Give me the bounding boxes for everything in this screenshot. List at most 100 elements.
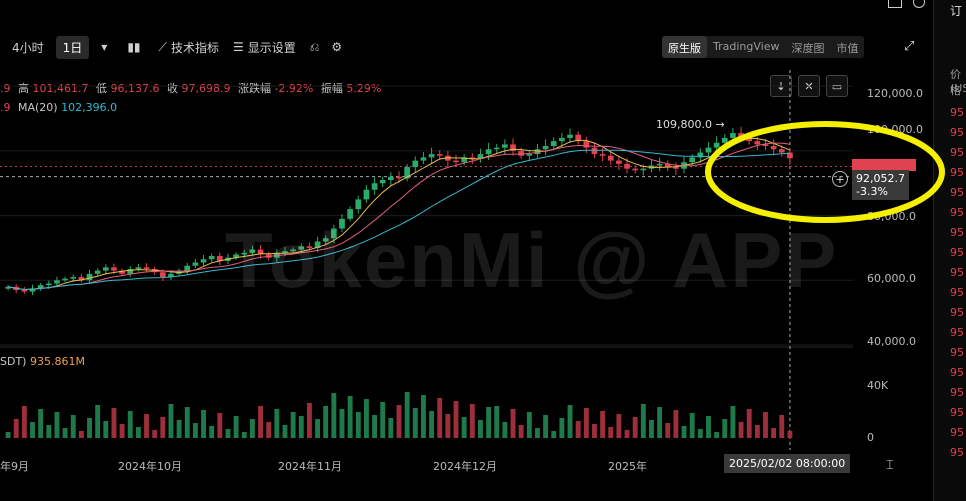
vol-tick: 0 (867, 431, 874, 444)
interval-4h[interactable]: 4小时 (12, 40, 44, 55)
toolbar: 4小时 1日 ▾ ▮▮ ⟋ 技术指标 ☰ 显示设置 ⎌ ⚙ (0, 30, 933, 64)
volume-bar (404, 392, 410, 438)
fullscreen-icon[interactable]: ⤢ (904, 39, 915, 54)
volume-bar (502, 422, 508, 438)
volume-bar (624, 430, 630, 438)
orderbook-price: 95 (950, 366, 964, 379)
indicators-button[interactable]: ⟋ 技术指标 (158, 39, 219, 55)
candle-body (135, 267, 142, 269)
candle-body (436, 154, 443, 156)
candle-body (339, 218, 345, 229)
candle-body (168, 273, 174, 278)
y-tick: 120,000.0 (867, 87, 923, 100)
orderbook-price: 95 (950, 206, 964, 219)
orderbook-price: 95 (950, 446, 964, 459)
volume-bar (5, 432, 11, 438)
candle-body (86, 273, 93, 281)
panel-tab[interactable]: 订 (950, 4, 963, 18)
gear-icon[interactable]: ⚙ (331, 40, 343, 54)
candle-body (567, 134, 573, 138)
candle-body (347, 209, 353, 219)
orderbook-price: 95 (950, 146, 964, 159)
volume-bar (258, 406, 263, 438)
candlestick-chart[interactable] (0, 70, 853, 450)
y-tick: 80,000.0 (867, 210, 916, 223)
volume-bar (274, 409, 280, 438)
candle-body (640, 168, 647, 171)
candle-body (412, 160, 419, 168)
chevron-down-icon[interactable]: ▾ (101, 40, 108, 54)
volume-bar (665, 423, 671, 438)
volume-bar (339, 409, 345, 438)
candle-body (599, 154, 606, 156)
volume-bar (738, 422, 744, 438)
volume-bar (559, 418, 565, 438)
candle-body (94, 270, 101, 274)
window-button-icon[interactable] (888, 0, 902, 8)
volume-bar (746, 409, 752, 438)
crosshair-add-icon[interactable]: + (832, 171, 848, 187)
orderbook-price: 95 (950, 246, 964, 259)
volume-bar (632, 417, 638, 438)
volume-bar (347, 396, 353, 438)
window-button-icon-2[interactable] (913, 0, 925, 8)
volume-bar (722, 419, 728, 438)
volume-bar (233, 416, 239, 438)
view-switch: 原生版 TradingView 深度图 市值 (662, 36, 865, 58)
candle-body (673, 167, 679, 169)
watermark: TokenMi @ APP (225, 216, 839, 304)
volume-bar (282, 425, 288, 438)
volume-bar (127, 411, 133, 438)
date-range-icon[interactable]: ⌶ (886, 458, 894, 473)
candle-body (591, 147, 598, 155)
volume-bar (714, 432, 720, 438)
volume-bar (673, 410, 679, 438)
volume-bar (135, 427, 141, 438)
list-icon: ☰ (232, 40, 244, 54)
view-native[interactable]: 原生版 (662, 36, 707, 58)
candle-body (607, 155, 614, 161)
interval-1d[interactable]: 1日 (55, 35, 90, 59)
volume-bar (649, 420, 654, 438)
candle-body (322, 238, 329, 242)
candle-body (330, 228, 337, 239)
drawing-icon[interactable]: ⎌ (309, 39, 320, 54)
volume-bar (192, 423, 198, 438)
candle-body (575, 134, 582, 142)
candle-body (632, 168, 639, 171)
candle-body (656, 163, 663, 166)
view-market[interactable]: 市值 (836, 42, 859, 55)
volume-bar (306, 403, 312, 438)
volume-bar (380, 402, 386, 438)
orderbook-price: 95 (950, 186, 964, 199)
candle-body (111, 267, 117, 271)
ma-line (8, 149, 790, 291)
volume-bar (30, 422, 35, 438)
candle-body (697, 152, 704, 158)
candle-body (298, 246, 305, 250)
volume-bar (681, 426, 687, 438)
candle-body (493, 147, 500, 150)
volume-bar (152, 430, 158, 438)
candle-body (469, 157, 476, 159)
volume-bar (323, 406, 329, 438)
volume-bar (331, 393, 337, 438)
view-tradingview[interactable]: TradingView (713, 40, 780, 53)
volume-bar (201, 410, 206, 438)
candle-body (379, 180, 386, 184)
crosshair-price-tag: 92,052.7 -3.3% (852, 170, 909, 200)
x-tick: 2024年12月 (433, 460, 497, 473)
volume-bar (787, 431, 793, 438)
candle-body (45, 283, 52, 286)
candle-body (721, 137, 728, 143)
orderbook-price: 95 (950, 426, 964, 439)
candle-body (534, 149, 541, 155)
candle-body (78, 277, 85, 281)
display-settings-button[interactable]: ☰ 显示设置 (232, 40, 296, 55)
view-depth[interactable]: 深度图 (791, 42, 825, 55)
volume-bar (70, 415, 76, 438)
candle-type-icon[interactable]: ▮▮ (127, 40, 141, 54)
volume-bar (567, 405, 573, 438)
volume-bar (160, 417, 166, 438)
volume-bar (445, 414, 451, 438)
